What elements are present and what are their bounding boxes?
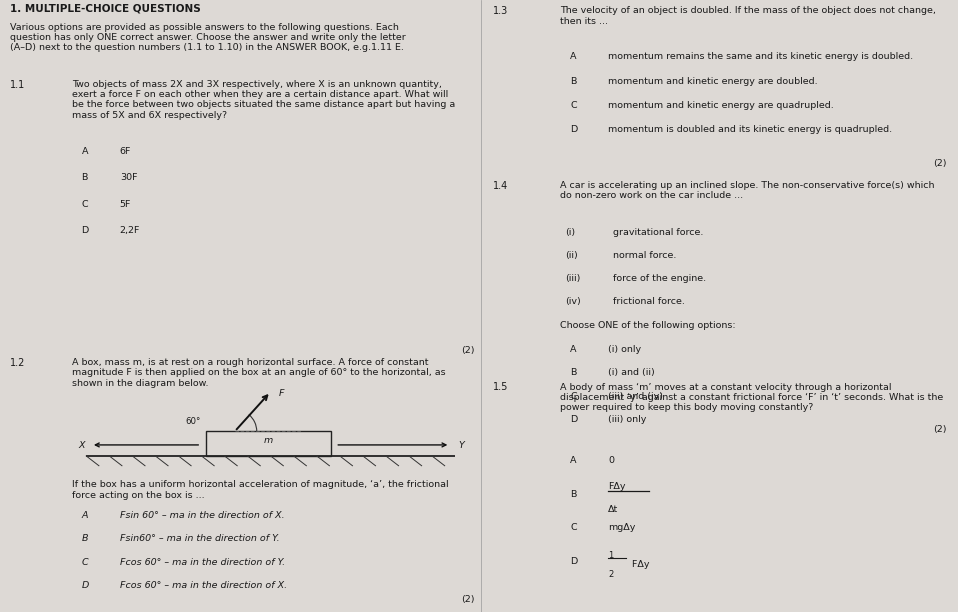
Text: C: C (81, 200, 88, 209)
Bar (206, 431, 331, 456)
Text: 0: 0 (608, 456, 614, 465)
Text: Fcos 60° – ma in the direction of Y.: Fcos 60° – ma in the direction of Y. (120, 558, 285, 567)
Text: frictional force.: frictional force. (613, 297, 685, 307)
Text: (i) and (ii): (i) and (ii) (608, 368, 655, 378)
Text: A box, mass m, is at rest on a rough horizontal surface. A force of constant
mag: A box, mass m, is at rest on a rough hor… (72, 358, 445, 388)
Text: (2): (2) (461, 595, 474, 604)
Text: B: B (570, 368, 577, 378)
Text: 2: 2 (608, 570, 613, 580)
Text: Y: Y (458, 441, 464, 450)
Text: (iii) only: (iii) only (608, 415, 647, 424)
Text: (iii) and (iv): (iii) and (iv) (608, 392, 663, 401)
Text: momentum and kinetic energy are doubled.: momentum and kinetic energy are doubled. (608, 76, 818, 86)
Text: Fcos 60° – ma in the direction of X.: Fcos 60° – ma in the direction of X. (120, 581, 286, 590)
Text: A body of mass ‘m’ moves at a constant velocity through a horizontal
displacemen: A body of mass ‘m’ moves at a constant v… (560, 382, 944, 412)
Text: D: D (81, 581, 89, 590)
Text: C: C (570, 523, 577, 532)
Text: mgΔy: mgΔy (608, 523, 636, 532)
Text: 1. MULTIPLE-CHOICE QUESTIONS: 1. MULTIPLE-CHOICE QUESTIONS (10, 3, 200, 13)
Text: (iv): (iv) (565, 297, 581, 307)
Text: 1.2: 1.2 (10, 358, 25, 368)
Text: (2): (2) (461, 346, 474, 355)
Text: 30F: 30F (120, 173, 137, 182)
Text: D: D (570, 415, 578, 424)
Text: force of the engine.: force of the engine. (613, 274, 706, 283)
Text: B: B (81, 534, 88, 543)
Text: B: B (81, 173, 88, 182)
Text: C: C (81, 558, 88, 567)
Text: momentum and kinetic energy are quadrupled.: momentum and kinetic energy are quadrupl… (608, 101, 834, 110)
Text: m: m (263, 436, 273, 445)
Text: 6F: 6F (120, 147, 131, 156)
Text: B: B (570, 76, 577, 86)
Text: 5F: 5F (120, 200, 131, 209)
Text: C: C (570, 101, 577, 110)
Text: A: A (570, 52, 577, 61)
Text: Δt: Δt (608, 505, 619, 514)
Text: Two objects of mass 2X and 3X respectively, where X is an unknown quantity,
exer: Two objects of mass 2X and 3X respective… (72, 80, 455, 120)
Text: (iii): (iii) (565, 274, 581, 283)
Text: 1.3: 1.3 (493, 6, 509, 16)
Text: FΔy: FΔy (608, 482, 626, 491)
Text: (2): (2) (933, 159, 947, 168)
Text: normal force.: normal force. (613, 251, 676, 260)
Text: If the box has a uniform horizontal acceleration of magnitude, ‘a’, the friction: If the box has a uniform horizontal acce… (72, 480, 448, 500)
Text: (i) only: (i) only (608, 345, 642, 354)
Text: B: B (570, 490, 577, 499)
Text: Choose ONE of the following options:: Choose ONE of the following options: (560, 321, 736, 330)
Text: Fsin60° – ma in the direction of Y.: Fsin60° – ma in the direction of Y. (120, 534, 280, 543)
Text: (i): (i) (565, 228, 576, 237)
Text: 1.5: 1.5 (493, 382, 509, 392)
Text: Various options are provided as possible answers to the following questions. Eac: Various options are provided as possible… (10, 23, 405, 53)
Text: A car is accelerating up an inclined slope. The non-conservative force(s) which
: A car is accelerating up an inclined slo… (560, 181, 935, 200)
Text: A: A (81, 147, 88, 156)
Text: D: D (81, 226, 89, 235)
Text: 1: 1 (608, 551, 613, 560)
Text: momentum is doubled and its kinetic energy is quadrupled.: momentum is doubled and its kinetic ener… (608, 125, 893, 135)
Text: (ii): (ii) (565, 251, 578, 260)
Text: The velocity of an object is doubled. If the mass of the object does not change,: The velocity of an object is doubled. If… (560, 6, 936, 26)
Text: momentum remains the same and its kinetic energy is doubled.: momentum remains the same and its kineti… (608, 52, 914, 61)
Text: 60°: 60° (185, 417, 200, 427)
Text: FΔy: FΔy (629, 560, 650, 569)
Text: 1.1: 1.1 (10, 80, 25, 89)
Text: F: F (278, 389, 284, 398)
Text: A: A (81, 511, 88, 520)
Text: D: D (570, 125, 578, 135)
Text: A: A (570, 456, 577, 465)
Text: (2): (2) (933, 425, 947, 435)
Text: Fsin 60° – ma in the direction of X.: Fsin 60° – ma in the direction of X. (120, 511, 285, 520)
Text: A: A (570, 345, 577, 354)
Text: X: X (79, 441, 85, 450)
Text: 1.4: 1.4 (493, 181, 509, 190)
Text: gravitational force.: gravitational force. (613, 228, 703, 237)
Text: 2,2F: 2,2F (120, 226, 140, 235)
Text: D: D (570, 557, 578, 566)
Text: C: C (570, 392, 577, 401)
